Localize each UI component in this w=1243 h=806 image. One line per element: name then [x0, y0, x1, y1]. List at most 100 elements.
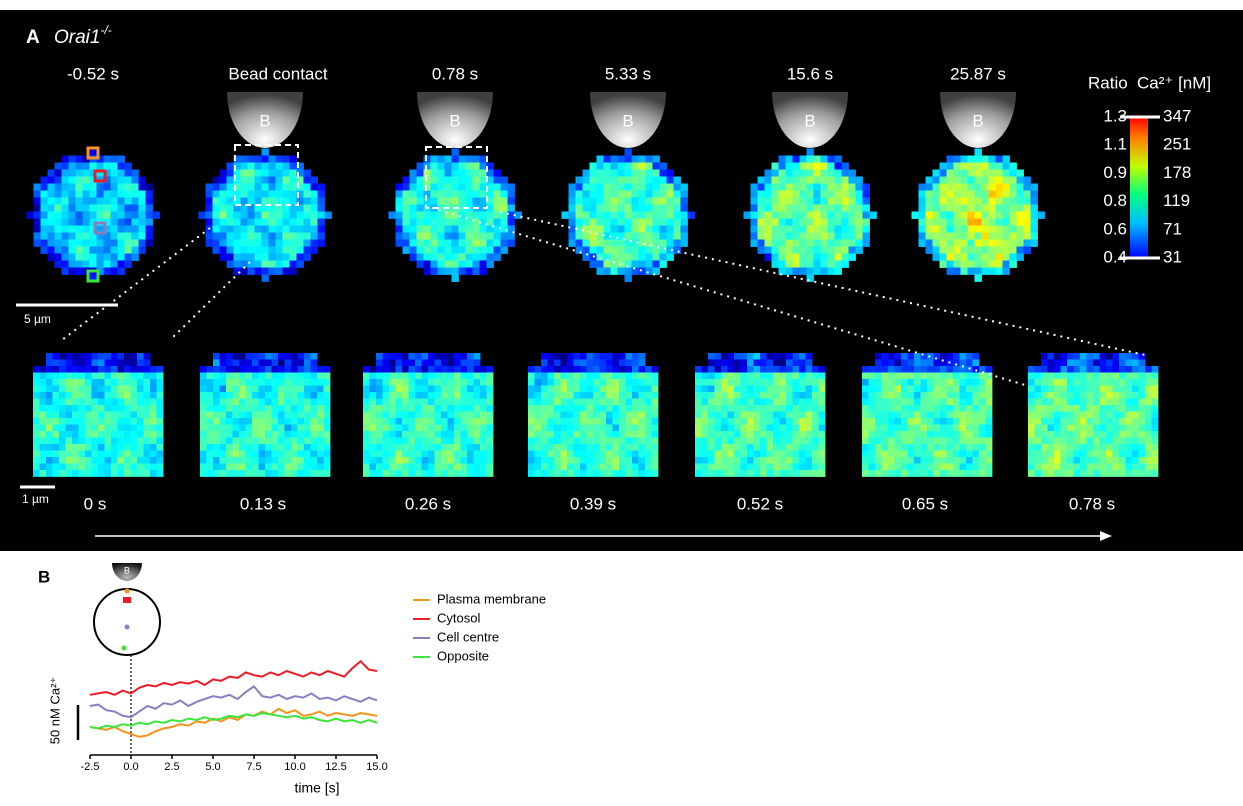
- pixel: [535, 386, 542, 393]
- pixel: [645, 373, 652, 380]
- pixel: [1031, 219, 1038, 226]
- pixel: [863, 212, 870, 219]
- pixel: [428, 386, 435, 393]
- pixel: [213, 470, 220, 477]
- pixel: [747, 451, 754, 458]
- pixel: [765, 184, 772, 191]
- pixel: [402, 392, 409, 399]
- pixel: [146, 219, 153, 226]
- pixel: [1093, 373, 1100, 380]
- pixel: [207, 379, 214, 386]
- pixel: [441, 412, 448, 419]
- pixel: [304, 198, 311, 205]
- pixel: [376, 451, 383, 458]
- pixel: [947, 212, 954, 219]
- pixel: [79, 386, 86, 393]
- pixel: [968, 191, 975, 198]
- pixel: [318, 233, 325, 240]
- pixel: [921, 470, 928, 477]
- pixel: [34, 233, 41, 240]
- pixel: [454, 373, 461, 380]
- pixel: [604, 247, 611, 254]
- pixel: [561, 373, 568, 380]
- pixel: [207, 464, 214, 471]
- pixel: [454, 470, 461, 477]
- pixel: [311, 451, 318, 458]
- pixel: [715, 470, 722, 477]
- pixel: [632, 205, 639, 212]
- pixel: [921, 360, 928, 367]
- pixel: [435, 360, 442, 367]
- pixel: [548, 405, 555, 412]
- pixel: [968, 233, 975, 240]
- pixel: [283, 191, 290, 198]
- pixel: [104, 261, 111, 268]
- pixel: [1152, 444, 1159, 451]
- pixel: [973, 438, 980, 445]
- pixel: [821, 184, 828, 191]
- pixel: [1061, 444, 1068, 451]
- pixel: [632, 464, 639, 471]
- pixel: [255, 254, 262, 261]
- pixel: [1003, 191, 1010, 198]
- pixel: [402, 438, 409, 445]
- pixel: [403, 247, 410, 254]
- pixel: [875, 418, 882, 425]
- pixel: [597, 247, 604, 254]
- pixel: [1106, 418, 1113, 425]
- pixel: [702, 457, 709, 464]
- pixel: [150, 418, 157, 425]
- pixel: [473, 254, 480, 261]
- pixel: [53, 470, 60, 477]
- pixel: [480, 177, 487, 184]
- pixel: [1003, 261, 1010, 268]
- pixel: [715, 444, 722, 451]
- pixel: [448, 457, 455, 464]
- pixel: [814, 254, 821, 261]
- pixel: [97, 198, 104, 205]
- pixel: [639, 470, 646, 477]
- pixel: [111, 444, 118, 451]
- pixel: [466, 198, 473, 205]
- pixel: [800, 219, 807, 226]
- pixel: [919, 219, 926, 226]
- pixel: [869, 366, 876, 373]
- pixel: [1017, 254, 1024, 261]
- pixel: [914, 444, 921, 451]
- pixel: [639, 373, 646, 380]
- pixel: [968, 177, 975, 184]
- pixel: [1010, 261, 1017, 268]
- pixel: [747, 438, 754, 445]
- pixel: [131, 412, 138, 419]
- pixel: [926, 233, 933, 240]
- pixel: [363, 425, 370, 432]
- pixel: [780, 379, 787, 386]
- pixel: [317, 425, 324, 432]
- pixel: [62, 198, 69, 205]
- bead-label: B: [449, 111, 460, 130]
- pixel: [645, 399, 652, 406]
- pixel: [131, 386, 138, 393]
- pixel: [926, 240, 933, 247]
- pixel: [269, 191, 276, 198]
- pixel: [934, 360, 941, 367]
- pixel: [1132, 444, 1139, 451]
- pixel: [812, 431, 819, 438]
- pixel: [389, 399, 396, 406]
- pixel: [862, 386, 869, 393]
- pixel: [561, 431, 568, 438]
- pixel: [751, 184, 758, 191]
- pixel: [728, 379, 735, 386]
- pixel: [41, 226, 48, 233]
- pixel: [632, 379, 639, 386]
- pixel: [272, 386, 279, 393]
- pixel: [625, 149, 632, 156]
- pixel: [1132, 392, 1139, 399]
- pixel: [799, 418, 806, 425]
- pixel: [926, 191, 933, 198]
- pixel: [940, 418, 947, 425]
- bead-label: B: [622, 111, 633, 130]
- pixel: [814, 233, 821, 240]
- pixel: [239, 418, 246, 425]
- pixel: [285, 353, 292, 360]
